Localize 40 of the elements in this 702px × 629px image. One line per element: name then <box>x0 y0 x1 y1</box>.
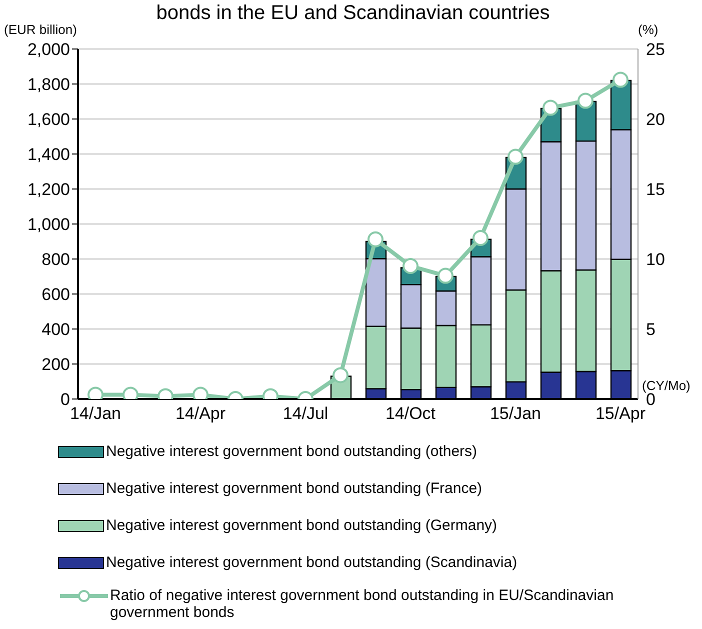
legend-label: Negative interest government bond outstanding (France) <box>106 480 482 497</box>
y2-tick-label: 10 <box>646 250 665 270</box>
x-axis-title: (CY/Mo) <box>642 378 690 393</box>
point <box>368 231 384 248</box>
legend-label: Negative interest government bond outstanding (Scandinavia) <box>106 554 518 571</box>
y-tick-label: 200 <box>42 355 70 374</box>
y-tick-label: 400 <box>42 320 70 340</box>
point <box>438 268 454 284</box>
x-tick-label: 14/Oct <box>385 404 436 424</box>
y-tick-label: 1,000 <box>27 215 70 234</box>
y-tick-label: 1,400 <box>27 145 70 164</box>
x-tick-label: 14/Apr <box>175 404 226 424</box>
x-tick-label: 14/Jul <box>282 404 328 424</box>
y-tick-label: 1,600 <box>27 110 70 130</box>
y2-tick-label: 20 <box>646 110 665 130</box>
y-tick-label: 1,200 <box>27 180 70 200</box>
y-tick-label: 800 <box>42 250 70 270</box>
y-tick-label: 1,800 <box>27 75 70 94</box>
y2-tick-label: 0 <box>646 390 656 410</box>
y-tick-label: 2,000 <box>27 40 70 60</box>
legend-label: Ratio of negative interest government bond outstanding in EU/Scandinavian government bonds <box>110 587 615 621</box>
x-tick-label: 15/Jan <box>490 404 542 424</box>
x-tick-label: 15/Apr <box>595 404 646 424</box>
x-tick-label: 14/Jan <box>70 404 122 424</box>
legend-label: Negative interest government bond outstanding (others) <box>106 443 478 460</box>
point <box>578 92 594 109</box>
y-axis-title: (EUR billion) <box>4 22 77 37</box>
y-tick-label: 0 <box>60 390 70 410</box>
point <box>542 100 558 116</box>
y2-axis-title: (%) <box>638 22 658 37</box>
point <box>472 230 488 246</box>
y2-tick-label: 15 <box>646 180 665 200</box>
chart-title: bonds in the EU and Scandinavian countries <box>156 2 550 24</box>
point <box>402 258 418 274</box>
y2-tick-label: 5 <box>646 320 656 340</box>
y2-tick-label: 25 <box>646 40 665 60</box>
point <box>508 148 524 165</box>
y-tick-label: 600 <box>42 285 70 304</box>
legend-label: Negative interest government bond outstanding (Germany) <box>106 517 498 534</box>
point <box>612 72 628 88</box>
